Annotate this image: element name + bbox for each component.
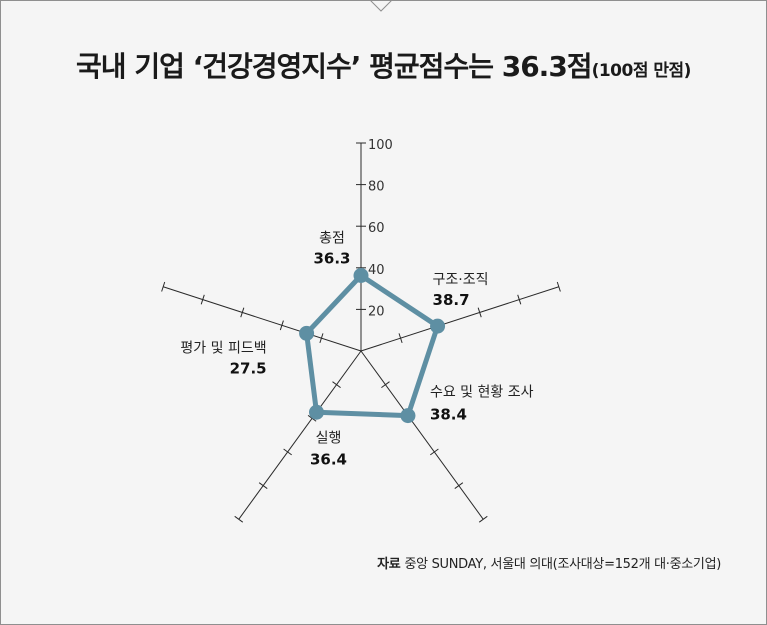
value-label-2: 38.4 — [430, 406, 467, 424]
axis-tick-label: 60 — [368, 221, 385, 236]
category-label-3: 실행 — [316, 430, 342, 446]
category-label-0: 총점 — [319, 230, 345, 246]
data-point-2 — [400, 408, 416, 424]
radar-axis-1 — [360, 286, 559, 352]
radar-tick — [454, 482, 464, 489]
radar-tick — [517, 294, 522, 305]
chart-title-sub: (100점 만점) — [591, 61, 692, 81]
radar-tick — [332, 381, 341, 388]
axis-tick-label: 80 — [368, 180, 385, 195]
axis-tick-label: 100 — [368, 138, 393, 153]
series-polygon — [304, 272, 441, 419]
axis-tick-label: 20 — [368, 304, 385, 319]
value-label-3: 36.4 — [310, 450, 347, 468]
radar-axis-4 — [163, 286, 362, 352]
radar-tick — [319, 333, 324, 344]
category-label-4: 평가 및 피드백 — [180, 340, 266, 356]
radar-tick — [556, 281, 561, 292]
chart-title: 국내 기업 ‘건강경영지수’ 평균점수는 36.3점(100점 만점) — [0, 45, 767, 85]
top-notch — [369, 0, 393, 12]
radar-tick — [258, 482, 268, 489]
data-point-3 — [308, 404, 324, 420]
radar-tick — [398, 333, 403, 344]
category-label-2: 수요 및 현황 조사 — [430, 385, 534, 401]
data-point-4 — [299, 325, 315, 341]
radar-tick — [381, 381, 390, 388]
source-prefix: 자료 — [377, 557, 401, 572]
value-label-1: 38.7 — [433, 291, 470, 309]
radar-axis-3 — [238, 350, 362, 520]
chart-title-main: 국내 기업 ‘건강경영지수’ 평균점수는 36.3점 — [76, 50, 593, 83]
data-point-1 — [430, 318, 446, 334]
radar-tick — [234, 515, 244, 523]
category-label-1: 구조·조직 — [433, 272, 489, 288]
radar-tick — [430, 448, 439, 456]
value-label-4: 27.5 — [230, 359, 267, 377]
radar-axis-2 — [360, 350, 484, 520]
radar-tick — [200, 294, 205, 305]
radar-tick — [279, 320, 284, 331]
source-note: 자료 중앙 SUNDAY, 서울대 의대(조사대상=152개 대·중소기업) — [377, 553, 721, 572]
radar-tick — [283, 448, 292, 456]
axis-tick-label: 40 — [368, 263, 385, 278]
data-point-0 — [353, 267, 369, 283]
radar-tick — [161, 281, 166, 292]
radar-tick — [478, 515, 488, 523]
source-text: 중앙 SUNDAY, 서울대 의대(조사대상=152개 대·중소기업) — [404, 557, 721, 572]
radar-tick — [240, 307, 245, 318]
radar-tick — [477, 307, 482, 318]
value-label-0: 36.3 — [313, 249, 350, 267]
